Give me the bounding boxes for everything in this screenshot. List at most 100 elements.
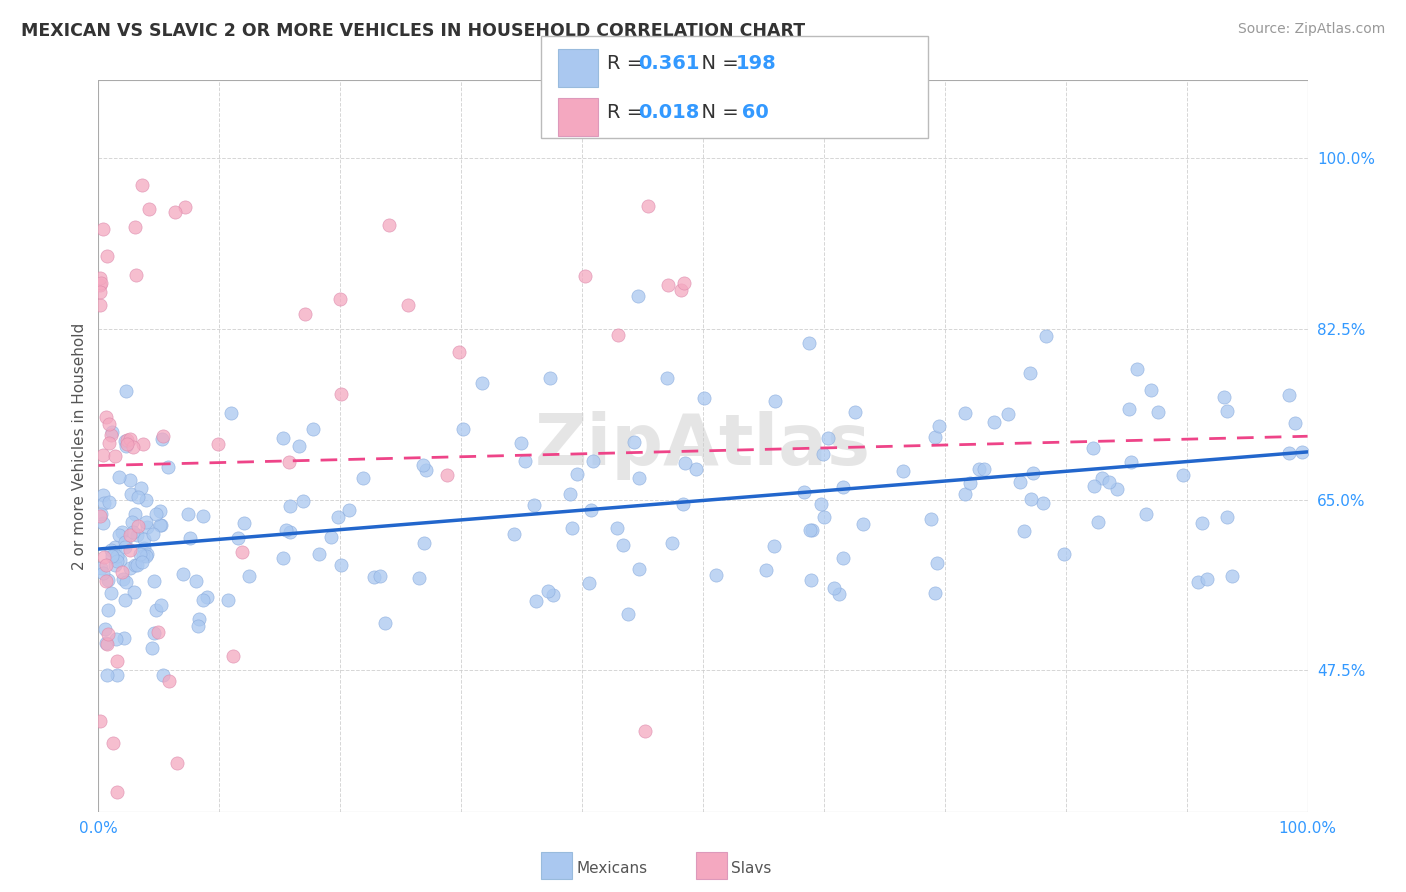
Point — [582, 454, 605, 468]
Point — [413, 536, 436, 550]
Point — [91, 221, 114, 235]
Point — [1021, 492, 1043, 507]
Text: N =: N = — [689, 103, 745, 121]
Point — [105, 554, 128, 568]
Point — [811, 447, 834, 461]
Point — [1220, 569, 1243, 583]
Point — [969, 462, 991, 476]
Text: Mexicans: Mexicans — [576, 861, 648, 876]
Point — [152, 429, 174, 443]
Point — [112, 631, 135, 645]
Point — [221, 648, 243, 663]
Point — [135, 516, 157, 530]
Point — [104, 558, 127, 573]
Point — [302, 422, 325, 436]
Point — [115, 574, 138, 589]
Point — [96, 249, 118, 263]
Point — [93, 622, 115, 636]
Point — [276, 523, 298, 537]
Point — [844, 405, 866, 419]
Point — [627, 471, 650, 485]
Point — [800, 523, 823, 537]
Point — [217, 593, 239, 607]
Point — [184, 574, 207, 588]
Point — [1213, 391, 1236, 405]
Point — [447, 345, 470, 359]
Point — [799, 523, 821, 537]
Point — [149, 598, 172, 612]
Point — [226, 531, 249, 545]
Point — [174, 200, 197, 214]
Point — [415, 463, 437, 477]
Point — [135, 549, 157, 564]
Point — [107, 528, 129, 542]
Point — [1216, 404, 1239, 418]
Point — [146, 624, 169, 639]
Point — [97, 417, 120, 431]
Point — [924, 430, 946, 444]
Point — [100, 543, 122, 558]
Point — [321, 530, 343, 544]
Point — [127, 518, 149, 533]
Point — [89, 285, 111, 299]
Point — [1278, 388, 1301, 402]
Point — [100, 428, 122, 442]
Point — [328, 510, 350, 524]
Point — [100, 586, 122, 600]
Point — [101, 425, 124, 440]
Point — [96, 409, 118, 424]
Point — [793, 485, 815, 500]
Point — [891, 464, 914, 478]
Point — [177, 507, 200, 521]
Point — [172, 567, 194, 582]
Point — [150, 432, 173, 446]
Point — [90, 276, 112, 290]
Point — [132, 549, 155, 564]
Point — [685, 462, 707, 476]
Point — [273, 431, 295, 445]
Point — [118, 543, 141, 558]
Point — [368, 568, 391, 582]
Point — [1019, 366, 1042, 380]
Point — [831, 550, 853, 565]
Point — [363, 570, 385, 584]
Point — [925, 556, 948, 570]
Point — [329, 558, 352, 572]
Point — [973, 462, 995, 476]
Point — [673, 456, 696, 470]
Point — [96, 636, 118, 650]
Point — [278, 524, 301, 539]
Point — [1187, 574, 1209, 589]
Point — [129, 482, 152, 496]
Text: MEXICAN VS SLAVIC 2 OR MORE VEHICLES IN HOUSEHOLD CORRELATION CHART: MEXICAN VS SLAVIC 2 OR MORE VEHICLES IN … — [21, 22, 806, 40]
Point — [115, 433, 138, 447]
Point — [104, 449, 127, 463]
Point — [219, 406, 242, 420]
Point — [89, 714, 111, 729]
Point — [114, 540, 136, 554]
Point — [135, 547, 157, 561]
Point — [924, 585, 946, 599]
Point — [141, 641, 163, 656]
Point — [606, 521, 628, 535]
Point — [672, 497, 695, 511]
Point — [1284, 416, 1306, 430]
Point — [523, 498, 546, 512]
Point — [90, 561, 112, 575]
Point — [524, 593, 547, 607]
Point — [89, 278, 111, 293]
Point — [120, 487, 142, 501]
Point — [627, 289, 650, 303]
Point — [157, 460, 180, 475]
Point — [104, 541, 127, 555]
Point — [120, 528, 142, 542]
Point — [91, 448, 114, 462]
Point — [543, 588, 565, 602]
Point — [828, 587, 851, 601]
Point — [637, 199, 659, 213]
Point — [1291, 445, 1313, 459]
Point — [983, 415, 1005, 429]
Point — [122, 585, 145, 599]
Point — [1126, 362, 1149, 376]
Point — [578, 575, 600, 590]
